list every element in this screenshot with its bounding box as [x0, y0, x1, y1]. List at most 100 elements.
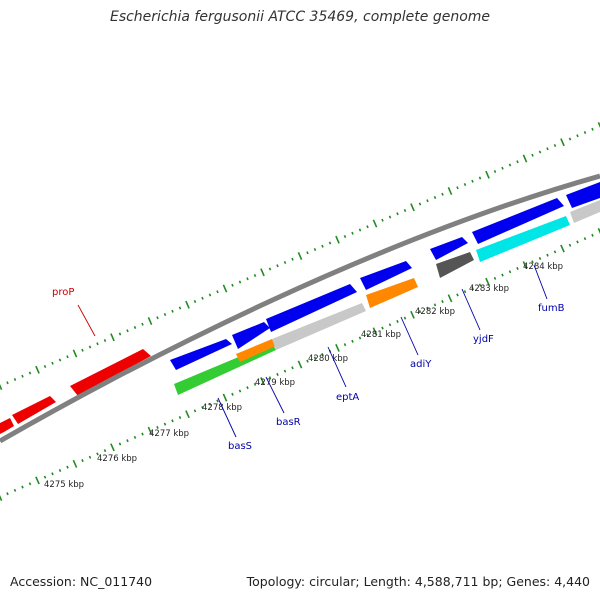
- gene-label: basR: [276, 417, 301, 428]
- inner-tick-ring: [0, 228, 600, 501]
- minor-tick: [253, 273, 257, 278]
- cds-bar: [436, 252, 474, 278]
- minor-tick: [306, 251, 309, 255]
- minor-tick: [193, 299, 197, 304]
- minor-tick: [81, 459, 84, 463]
- minor-tick: [276, 264, 279, 268]
- minor-tick: [28, 482, 32, 486]
- scale-label: 4281 kbp: [361, 330, 401, 340]
- minor-tick: [268, 376, 272, 380]
- major-tick: [335, 235, 340, 244]
- gene-callouts: proP basS basR eptA adiY yjdF fumB: [52, 264, 565, 452]
- major-tick: [597, 228, 600, 234]
- gene-callout-line: [265, 376, 285, 414]
- minor-tick: [388, 215, 392, 219]
- major-tick: [72, 459, 78, 468]
- major-tick: [72, 349, 78, 358]
- minor-tick: [351, 231, 354, 235]
- minor-tick: [156, 425, 159, 429]
- major-tick: [297, 252, 303, 260]
- minor-tick: [283, 369, 287, 373]
- major-tick: [335, 343, 340, 352]
- gene-callout-line: [400, 316, 419, 356]
- minor-tick: [126, 439, 129, 443]
- minor-tick: [283, 260, 287, 265]
- minor-tick: [313, 356, 317, 360]
- minor-tick: [516, 160, 519, 164]
- minor-tick: [358, 336, 362, 340]
- scale-label: 4276 kbp: [97, 454, 137, 464]
- minor-tick: [403, 208, 407, 213]
- minor-tick: [591, 127, 594, 131]
- outer-tick-ring: [0, 122, 600, 390]
- minor-tick: [231, 392, 234, 396]
- minor-tick: [276, 372, 279, 376]
- scale-label: 4275 kbp: [44, 480, 84, 490]
- minor-tick: [553, 250, 557, 254]
- minor-tick: [463, 290, 467, 294]
- minor-tick: [591, 233, 594, 237]
- major-tick: [185, 300, 190, 309]
- minor-tick: [103, 449, 107, 453]
- minor-tick: [178, 415, 182, 420]
- reverse-strand-features: [0, 349, 151, 434]
- minor-tick: [6, 381, 9, 385]
- minor-tick: [66, 355, 69, 359]
- minor-tick: [43, 475, 47, 479]
- minor-tick: [28, 371, 32, 375]
- gene-arrow-forward: [266, 284, 357, 332]
- minor-tick: [396, 319, 399, 323]
- gene-arrow-forward: [232, 322, 270, 349]
- minor-tick: [201, 296, 204, 300]
- minor-tick: [366, 333, 369, 337]
- gene-arrow-forward: [170, 339, 232, 370]
- major-tick: [597, 122, 600, 129]
- major-tick: [147, 426, 153, 435]
- minor-tick: [583, 237, 587, 241]
- major-tick: [522, 261, 528, 270]
- minor-tick: [358, 228, 362, 232]
- minor-tick: [291, 366, 294, 370]
- gene-callout-line: [217, 397, 237, 438]
- minor-tick: [433, 303, 437, 307]
- minor-tick: [66, 465, 69, 469]
- cds-bar: [366, 278, 418, 308]
- gene-callout-line: [77, 304, 96, 337]
- minor-tick: [531, 260, 534, 264]
- major-tick: [485, 277, 490, 286]
- minor-tick: [501, 166, 504, 170]
- minor-tick: [538, 256, 542, 261]
- minor-tick: [51, 472, 54, 476]
- major-tick: [447, 187, 453, 195]
- major-tick: [110, 333, 115, 342]
- minor-tick: [531, 153, 534, 157]
- major-tick: [560, 244, 565, 253]
- gene-callout-line: [533, 264, 548, 300]
- minor-tick: [576, 134, 579, 138]
- minor-tick: [133, 325, 137, 330]
- gene-arrow-forward: [430, 237, 468, 260]
- minor-tick: [471, 179, 474, 183]
- minor-tick: [568, 243, 572, 247]
- minor-tick: [343, 343, 347, 347]
- scale-label: 4283 kbp: [469, 284, 509, 294]
- minor-tick: [313, 247, 317, 252]
- major-tick: [410, 203, 415, 212]
- minor-tick: [268, 267, 272, 271]
- minor-tick: [6, 492, 9, 496]
- minor-tick: [238, 280, 242, 284]
- minor-tick: [321, 244, 324, 248]
- scale-label: 4278 kbp: [202, 403, 242, 413]
- gene-label: yjdF: [473, 334, 494, 345]
- minor-tick: [381, 326, 384, 330]
- minor-tick: [118, 332, 122, 336]
- gene-arrow-forward: [472, 198, 564, 244]
- minor-tick: [388, 323, 392, 327]
- minor-tick: [403, 316, 407, 320]
- minor-tick: [343, 234, 347, 239]
- minor-tick: [193, 409, 197, 413]
- minor-tick: [216, 399, 219, 403]
- minor-tick: [441, 192, 444, 196]
- minor-tick: [96, 452, 99, 456]
- minor-tick: [568, 137, 572, 141]
